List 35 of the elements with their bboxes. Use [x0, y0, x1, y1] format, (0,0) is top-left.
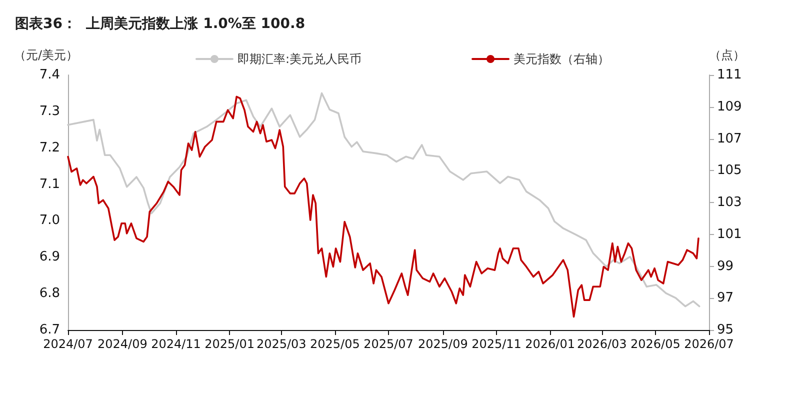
x-tick-label: 2025/03 — [256, 337, 306, 351]
x-tick-label: 2024/07 — [43, 337, 93, 351]
x-tick-label: 2025/07 — [364, 337, 414, 351]
y-axis-title: （元/美元） — [14, 48, 78, 62]
y2-tick-label: 101 — [717, 226, 742, 242]
legend-label: 即期汇率:美元兑人民币 — [237, 52, 362, 66]
x-tick-label: 2024/09 — [98, 337, 148, 351]
y2-tick-label: 95 — [717, 322, 734, 338]
x-tick-label: 2026/07 — [684, 337, 734, 351]
y2-tick-label: 99 — [717, 258, 734, 274]
y2-tick-label: 109 — [717, 99, 742, 114]
y-tick-label: 7.2 — [39, 140, 60, 156]
y2-tick-label: 97 — [717, 290, 734, 306]
y-tick-label: 7.0 — [39, 213, 60, 228]
y-tick-label: 7.1 — [39, 176, 60, 192]
y-tick-label: 7.3 — [39, 104, 60, 119]
x-tick-label: 2026/05 — [630, 337, 680, 351]
y2-axis-title: （点） — [709, 48, 745, 62]
y-tick-label: 6.9 — [39, 250, 60, 265]
x-tick-label: 2025/11 — [472, 337, 522, 351]
x-tick-label: 2025/05 — [310, 337, 360, 351]
y2-tick-label: 105 — [717, 163, 742, 178]
y-tick-label: 6.7 — [39, 322, 60, 338]
y2-tick-label: 107 — [717, 131, 742, 146]
x-tick-label: 2025/01 — [204, 337, 254, 351]
x-tick-label: 2024/11 — [151, 337, 201, 351]
x-tick-label: 2026/01 — [525, 337, 575, 351]
y-tick-label: 7.4 — [39, 68, 60, 82]
y2-tick-label: 111 — [717, 68, 742, 82]
chart-title: 图表36： 上周美元指数上涨 1.0%至 100.8 — [15, 15, 306, 32]
y2-tick-label: 103 — [717, 195, 742, 210]
x-tick-label: 2026/03 — [576, 337, 627, 351]
x-tick-label: 2025/09 — [418, 337, 468, 351]
legend-label: 美元指数（右轴） — [514, 52, 610, 66]
y-tick-label: 6.8 — [39, 286, 60, 302]
